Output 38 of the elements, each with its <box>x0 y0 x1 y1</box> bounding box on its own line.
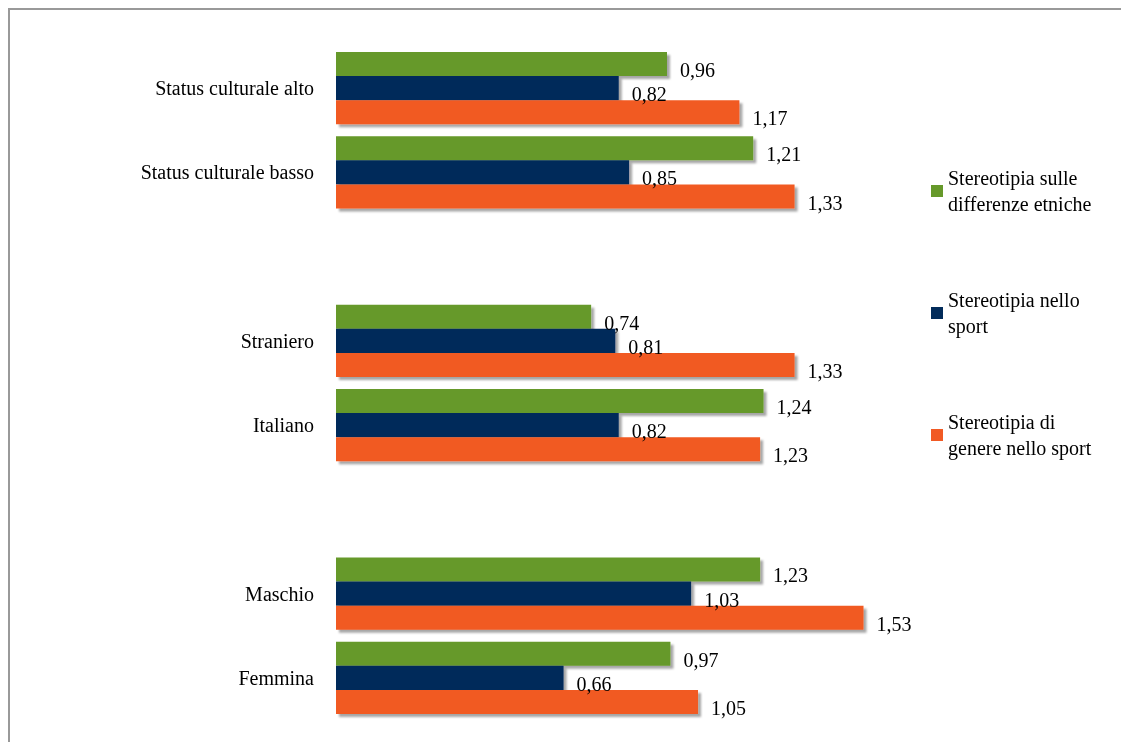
legend-label: Stereotipia di genere nello sport <box>948 411 1092 460</box>
data-label: 0,82 <box>631 83 667 106</box>
legend-label: Stereotipia nello sport <box>948 289 1085 338</box>
bar <box>336 581 692 606</box>
y-tick-label: Italiano <box>252 414 314 437</box>
data-label: 1,05 <box>711 697 747 720</box>
y-tick-label: Status culturale alto <box>155 77 314 100</box>
data-label: 1,33 <box>807 360 843 383</box>
bar <box>336 641 671 666</box>
bar <box>336 413 619 438</box>
data-label: 1,23 <box>773 444 809 467</box>
data-label: 1,53 <box>876 612 912 635</box>
bar <box>336 136 754 161</box>
data-label: 0,85 <box>642 167 678 190</box>
bar <box>336 388 764 414</box>
bar <box>336 51 667 77</box>
bar <box>336 76 619 101</box>
bar <box>336 304 592 329</box>
legend-label: Stereotipia sulle differenze etniche <box>948 167 1092 215</box>
bar <box>336 160 630 185</box>
data-label: 1,03 <box>704 588 740 611</box>
y-tick-label: Straniero <box>240 329 314 352</box>
data-label: 1,23 <box>773 564 809 587</box>
data-label: 1,17 <box>752 107 788 130</box>
bar <box>336 665 564 690</box>
data-label: 1,33 <box>807 191 843 214</box>
data-label: 0,66 <box>576 672 612 695</box>
data-label: 0,81 <box>628 335 664 358</box>
data-label: 0,82 <box>631 420 667 443</box>
data-label: 0,74 <box>604 311 640 334</box>
data-label: 0,96 <box>679 58 715 81</box>
y-tick-label: Femmina <box>238 666 315 689</box>
y-tick-label: Status culturale basso <box>140 161 314 184</box>
bar <box>336 557 761 582</box>
y-tick-label: Maschio <box>245 582 314 605</box>
data-label: 1,21 <box>766 143 802 166</box>
data-label: 1,24 <box>776 395 812 418</box>
data-label: 0,97 <box>683 648 719 671</box>
